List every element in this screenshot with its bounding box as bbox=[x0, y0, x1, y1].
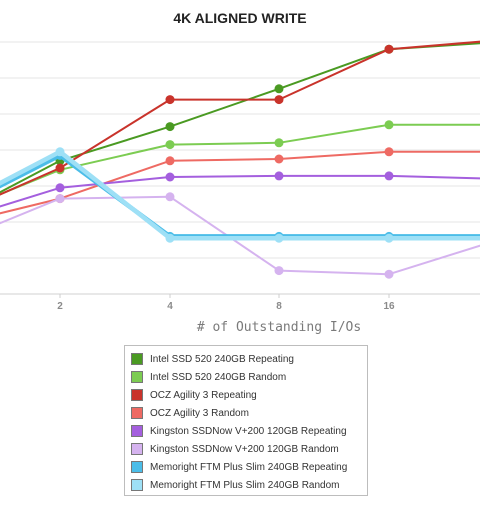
legend-swatch bbox=[131, 461, 143, 473]
data-point[interactable] bbox=[274, 154, 284, 164]
legend-item[interactable]: Memoright FTM Plus Slim 240GB Random bbox=[131, 476, 367, 494]
data-point[interactable] bbox=[384, 120, 394, 130]
legend-label: OCZ Agility 3 Random bbox=[150, 407, 249, 419]
data-point[interactable] bbox=[165, 95, 175, 105]
data-point[interactable] bbox=[384, 44, 394, 54]
data-point[interactable] bbox=[384, 147, 394, 157]
legend-swatch bbox=[131, 479, 143, 491]
data-point[interactable] bbox=[165, 122, 175, 132]
x-tick-labels: 2 4 8 16 bbox=[57, 301, 395, 312]
data-point[interactable] bbox=[274, 171, 284, 181]
series-line bbox=[0, 195, 480, 276]
legend-swatch bbox=[131, 371, 143, 383]
legend-label: Intel SSD 520 240GB Repeating bbox=[150, 353, 294, 365]
legend-label: Kingston SSDNow V+200 120GB Repeating bbox=[150, 425, 347, 437]
legend-item[interactable]: Intel SSD 520 240GB Random bbox=[131, 368, 367, 386]
legend: Intel SSD 520 240GB Repeating Intel SSD 5… bbox=[124, 345, 368, 496]
legend-label: Intel SSD 520 240GB Random bbox=[150, 371, 287, 383]
series-6 bbox=[0, 192, 480, 279]
series-3 bbox=[0, 40, 480, 196]
data-point[interactable] bbox=[384, 171, 394, 181]
data-point[interactable] bbox=[55, 147, 65, 157]
legend-label: Kingston SSDNow V+200 120GB Random bbox=[150, 443, 339, 455]
legend-swatch bbox=[131, 389, 143, 401]
chart-title: 4K ALIGNED WRITE bbox=[173, 10, 306, 26]
data-point[interactable] bbox=[384, 269, 394, 279]
legend-swatch bbox=[131, 425, 143, 437]
gridlines bbox=[0, 41, 480, 298]
series-lines bbox=[0, 40, 480, 279]
series-2 bbox=[0, 120, 480, 196]
legend-item[interactable]: OCZ Agility 3 Repeating bbox=[131, 386, 367, 404]
data-point[interactable] bbox=[165, 192, 175, 202]
data-point[interactable] bbox=[274, 84, 284, 94]
legend-item[interactable]: OCZ Agility 3 Random bbox=[131, 404, 367, 422]
data-point[interactable] bbox=[55, 183, 65, 193]
data-point[interactable] bbox=[274, 266, 284, 276]
data-point[interactable] bbox=[274, 233, 284, 243]
x-tick-label: 8 bbox=[276, 301, 282, 312]
series-line bbox=[0, 174, 480, 208]
series-line bbox=[0, 150, 480, 215]
data-point[interactable] bbox=[55, 194, 65, 204]
series-5 bbox=[0, 171, 480, 208]
x-tick-label: 2 bbox=[57, 301, 63, 312]
x-tick-label: 4 bbox=[167, 301, 173, 312]
data-point[interactable] bbox=[165, 233, 175, 243]
legend-label: OCZ Agility 3 Repeating bbox=[150, 389, 257, 401]
series-8 bbox=[0, 147, 480, 243]
legend-item[interactable]: Intel SSD 520 240GB Repeating bbox=[131, 350, 367, 368]
data-point[interactable] bbox=[274, 138, 284, 148]
series-line bbox=[0, 40, 480, 196]
legend-swatch bbox=[131, 407, 143, 419]
series-7 bbox=[0, 150, 480, 241]
series-line bbox=[0, 149, 480, 241]
data-point[interactable] bbox=[165, 156, 175, 166]
legend-label: Memoright FTM Plus Slim 240GB Random bbox=[150, 479, 340, 491]
x-tick-label: 16 bbox=[383, 301, 395, 312]
data-point[interactable] bbox=[274, 95, 284, 105]
series-line bbox=[0, 42, 480, 194]
data-point[interactable] bbox=[165, 140, 175, 150]
data-point[interactable] bbox=[55, 163, 65, 173]
legend-swatch bbox=[131, 443, 143, 455]
series-line bbox=[0, 123, 480, 196]
legend-item[interactable]: Kingston SSDNow V+200 120GB Random bbox=[131, 440, 367, 458]
legend-label: Memoright FTM Plus Slim 240GB Repeating bbox=[150, 461, 348, 473]
data-point[interactable] bbox=[384, 233, 394, 243]
legend-item[interactable]: Memoright FTM Plus Slim 240GB Repeating bbox=[131, 458, 367, 476]
data-point[interactable] bbox=[165, 172, 175, 182]
legend-swatch bbox=[131, 353, 143, 365]
x-axis-label: # of Outstanding I/Os bbox=[197, 320, 361, 335]
series-1 bbox=[0, 42, 480, 194]
legend-item[interactable]: Kingston SSDNow V+200 120GB Repeating bbox=[131, 422, 367, 440]
